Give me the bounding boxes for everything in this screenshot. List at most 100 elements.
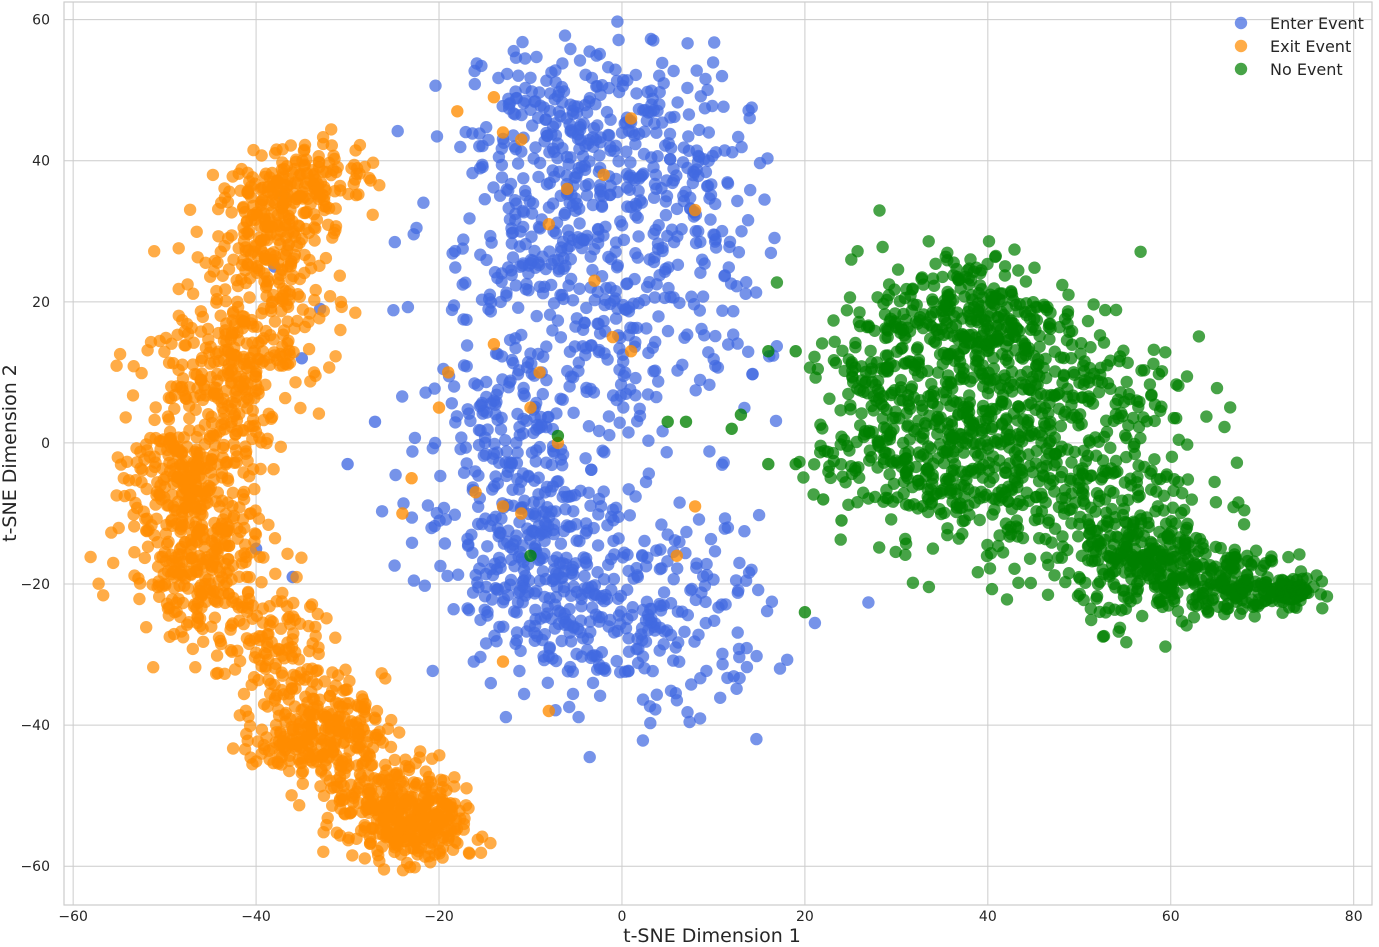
scatter-point — [348, 173, 362, 186]
scatter-point — [511, 472, 524, 486]
scatter-point — [209, 495, 223, 508]
scatter-point — [246, 413, 260, 426]
scatter-point — [548, 573, 562, 586]
scatter-point — [258, 252, 272, 265]
scatter-point — [660, 446, 673, 459]
scatter-point — [285, 789, 298, 802]
scatter-point — [1041, 588, 1055, 601]
series-no-event — [524, 204, 1334, 653]
scatter-point — [1044, 478, 1057, 491]
scatter-point — [1100, 414, 1113, 427]
scatter-point — [587, 589, 600, 602]
scatter-point — [1200, 410, 1213, 423]
scatter-point — [493, 526, 506, 539]
scatter-point — [671, 258, 685, 271]
scatter-point — [1065, 456, 1078, 469]
scatter-point — [275, 750, 288, 764]
scatter-point — [445, 303, 459, 317]
scatter-point — [702, 126, 715, 139]
scatter-point — [661, 528, 674, 541]
scatter-point — [448, 508, 461, 521]
scatter-point — [539, 572, 552, 586]
scatter-point — [1061, 443, 1074, 456]
scatter-point — [477, 554, 490, 567]
scatter-point — [655, 182, 668, 195]
scatter-point — [545, 257, 558, 271]
scatter-point — [246, 404, 259, 417]
scatter-point — [540, 126, 553, 140]
scatter-point — [233, 709, 246, 722]
scatter-point — [496, 500, 510, 513]
scatter-point — [834, 438, 847, 451]
scatter-point — [1093, 605, 1107, 619]
scatter-point — [144, 431, 157, 445]
scatter-point — [209, 429, 223, 442]
scatter-point — [609, 236, 623, 249]
scatter-point — [489, 582, 502, 595]
scatter-point — [1065, 487, 1078, 500]
scatter-point — [699, 616, 712, 630]
scatter-point — [899, 548, 912, 561]
scatter-point — [315, 763, 328, 776]
scatter-point — [405, 536, 419, 549]
scatter-point — [667, 573, 680, 586]
scatter-point — [941, 369, 955, 382]
scatter-point — [317, 165, 330, 178]
scatter-point — [1126, 583, 1139, 596]
scatter-point — [509, 279, 523, 292]
scatter-point — [807, 488, 820, 501]
scatter-point — [396, 507, 409, 520]
scatter-point — [147, 661, 160, 674]
scatter-point — [405, 472, 418, 485]
scatter-point — [1120, 431, 1133, 445]
scatter-point — [451, 105, 464, 118]
scatter-point — [1001, 334, 1014, 347]
scatter-point — [518, 52, 532, 65]
scatter-point — [243, 571, 256, 584]
scatter-point — [199, 256, 212, 269]
scatter-point — [947, 329, 960, 343]
scatter-point — [255, 149, 268, 162]
scatter-point — [733, 671, 746, 685]
scatter-point — [709, 329, 722, 343]
scatter-point — [881, 430, 894, 443]
scatter-point — [632, 127, 646, 141]
scatter-point — [249, 528, 263, 541]
scatter-point — [351, 759, 364, 772]
scatter-point — [294, 741, 307, 754]
scatter-point — [546, 164, 559, 177]
scatter-point — [588, 243, 601, 256]
scatter-point — [527, 496, 540, 509]
scatter-point — [588, 293, 601, 307]
scatter-point — [1214, 541, 1227, 555]
scatter-point — [296, 303, 310, 316]
scatter-point — [219, 384, 233, 397]
scatter-point — [513, 584, 526, 597]
scatter-point — [1171, 605, 1185, 618]
scatter-point — [323, 689, 336, 703]
scatter-point — [580, 558, 594, 571]
scatter-point — [325, 726, 338, 739]
scatter-point — [468, 377, 481, 390]
scatter-point — [526, 197, 540, 210]
scatter-point — [515, 507, 528, 520]
scatter-point — [1078, 355, 1091, 368]
scatter-point — [803, 361, 817, 374]
scatter-point — [849, 464, 862, 477]
scatter-point — [250, 260, 264, 273]
scatter-point — [1048, 345, 1062, 358]
scatter-point — [750, 732, 763, 746]
scatter-point — [1134, 245, 1147, 258]
scatter-point — [932, 452, 945, 465]
scatter-point — [274, 622, 288, 635]
scatter-point — [502, 92, 515, 106]
scatter-point — [128, 520, 141, 533]
scatter-point — [1130, 394, 1143, 407]
scatter-point — [1185, 493, 1199, 506]
scatter-point — [584, 339, 598, 352]
scatter-point — [256, 345, 270, 358]
scatter-point — [612, 33, 625, 47]
scatter-point — [172, 363, 185, 377]
scatter-point — [715, 224, 729, 238]
scatter-point — [1035, 436, 1048, 449]
